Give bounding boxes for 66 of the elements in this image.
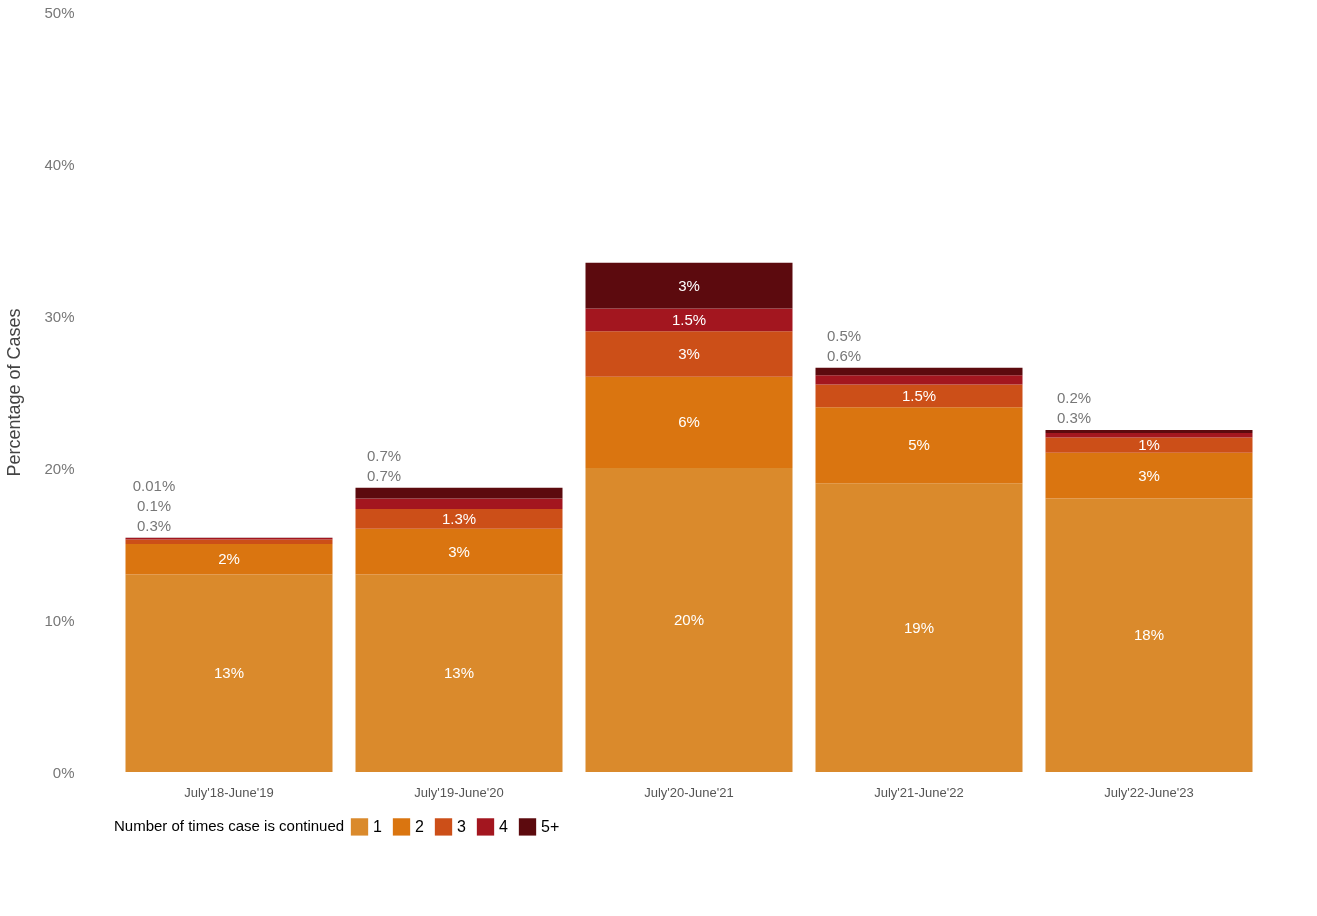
- legend-title: Number of times case is continued: [114, 817, 345, 834]
- bar: [815, 384, 1023, 408]
- y-axis-title: Percentage of Cases: [4, 308, 25, 477]
- data-label: 5%: [908, 436, 930, 454]
- data-label: 13%: [443, 664, 475, 682]
- bar: [1045, 433, 1253, 438]
- bar: [585, 331, 793, 377]
- data-label: 13%: [213, 664, 245, 682]
- y-tick-label: 30%: [44, 307, 75, 325]
- y-tick-label: 0%: [52, 763, 75, 781]
- bar: [125, 544, 333, 575]
- bar: [1045, 437, 1253, 453]
- data-label: 1.5%: [901, 386, 937, 404]
- data-label: 3%: [678, 345, 700, 362]
- data-label: 0.2%: [1056, 389, 1092, 407]
- legend-label: 4: [499, 817, 508, 835]
- bar: [815, 375, 1023, 385]
- data-label: 3%: [1138, 466, 1160, 484]
- data-label: 2%: [218, 550, 240, 568]
- x-tick-label: July'19-June'20: [414, 784, 504, 800]
- data-label: 19%: [903, 618, 935, 636]
- bar: [1045, 430, 1253, 434]
- x-tick-label: July'21-June'22: [874, 784, 964, 800]
- bar: [585, 468, 793, 772]
- bar: [585, 308, 793, 332]
- legend-label: 1: [373, 817, 382, 835]
- legend-label: 3: [457, 817, 466, 835]
- legend-label: 2: [415, 817, 424, 835]
- bar: [815, 483, 1023, 772]
- data-label: 0.5%: [826, 326, 862, 344]
- data-label: 0.7%: [366, 466, 402, 484]
- bar: [355, 498, 563, 510]
- data-label: 20%: [673, 611, 705, 628]
- data-label: 0.3%: [136, 516, 172, 534]
- legend-label: 5+: [541, 817, 560, 835]
- data-label: 18%: [1133, 626, 1165, 644]
- data-label: 1%: [1138, 436, 1160, 454]
- bar: [355, 574, 563, 772]
- x-tick-label: July'18-June'19: [184, 784, 274, 800]
- bar: [585, 262, 793, 309]
- bar: [1045, 452, 1253, 499]
- data-label: 6%: [678, 413, 700, 431]
- bar: [585, 376, 793, 468]
- bar: [815, 367, 1023, 376]
- bar: [815, 407, 1023, 484]
- data-label: 1.5%: [671, 310, 707, 328]
- bar: [355, 509, 563, 529]
- data-label: 0.1%: [136, 496, 172, 514]
- y-tick-label: 50%: [44, 3, 75, 21]
- data-label: 0.7%: [366, 446, 402, 464]
- y-tick-label: 10%: [44, 611, 75, 629]
- data-label: 3%: [678, 276, 700, 294]
- data-label: 0.01%: [132, 477, 176, 495]
- bar: [125, 539, 333, 544]
- bar: [355, 528, 563, 575]
- data-label: 3%: [448, 542, 470, 560]
- bar: [125, 574, 333, 772]
- data-label: 0.6%: [826, 346, 862, 364]
- data-label: 1.3%: [441, 509, 477, 527]
- x-tick-label: July'20-June'21: [644, 784, 734, 800]
- y-tick-label: 20%: [44, 459, 75, 477]
- data-label: 0.3%: [1056, 408, 1092, 426]
- bar: [1045, 498, 1253, 772]
- bar: [355, 487, 563, 499]
- y-tick-label: 40%: [44, 155, 75, 173]
- x-tick-label: July'22-June'23: [1104, 784, 1194, 800]
